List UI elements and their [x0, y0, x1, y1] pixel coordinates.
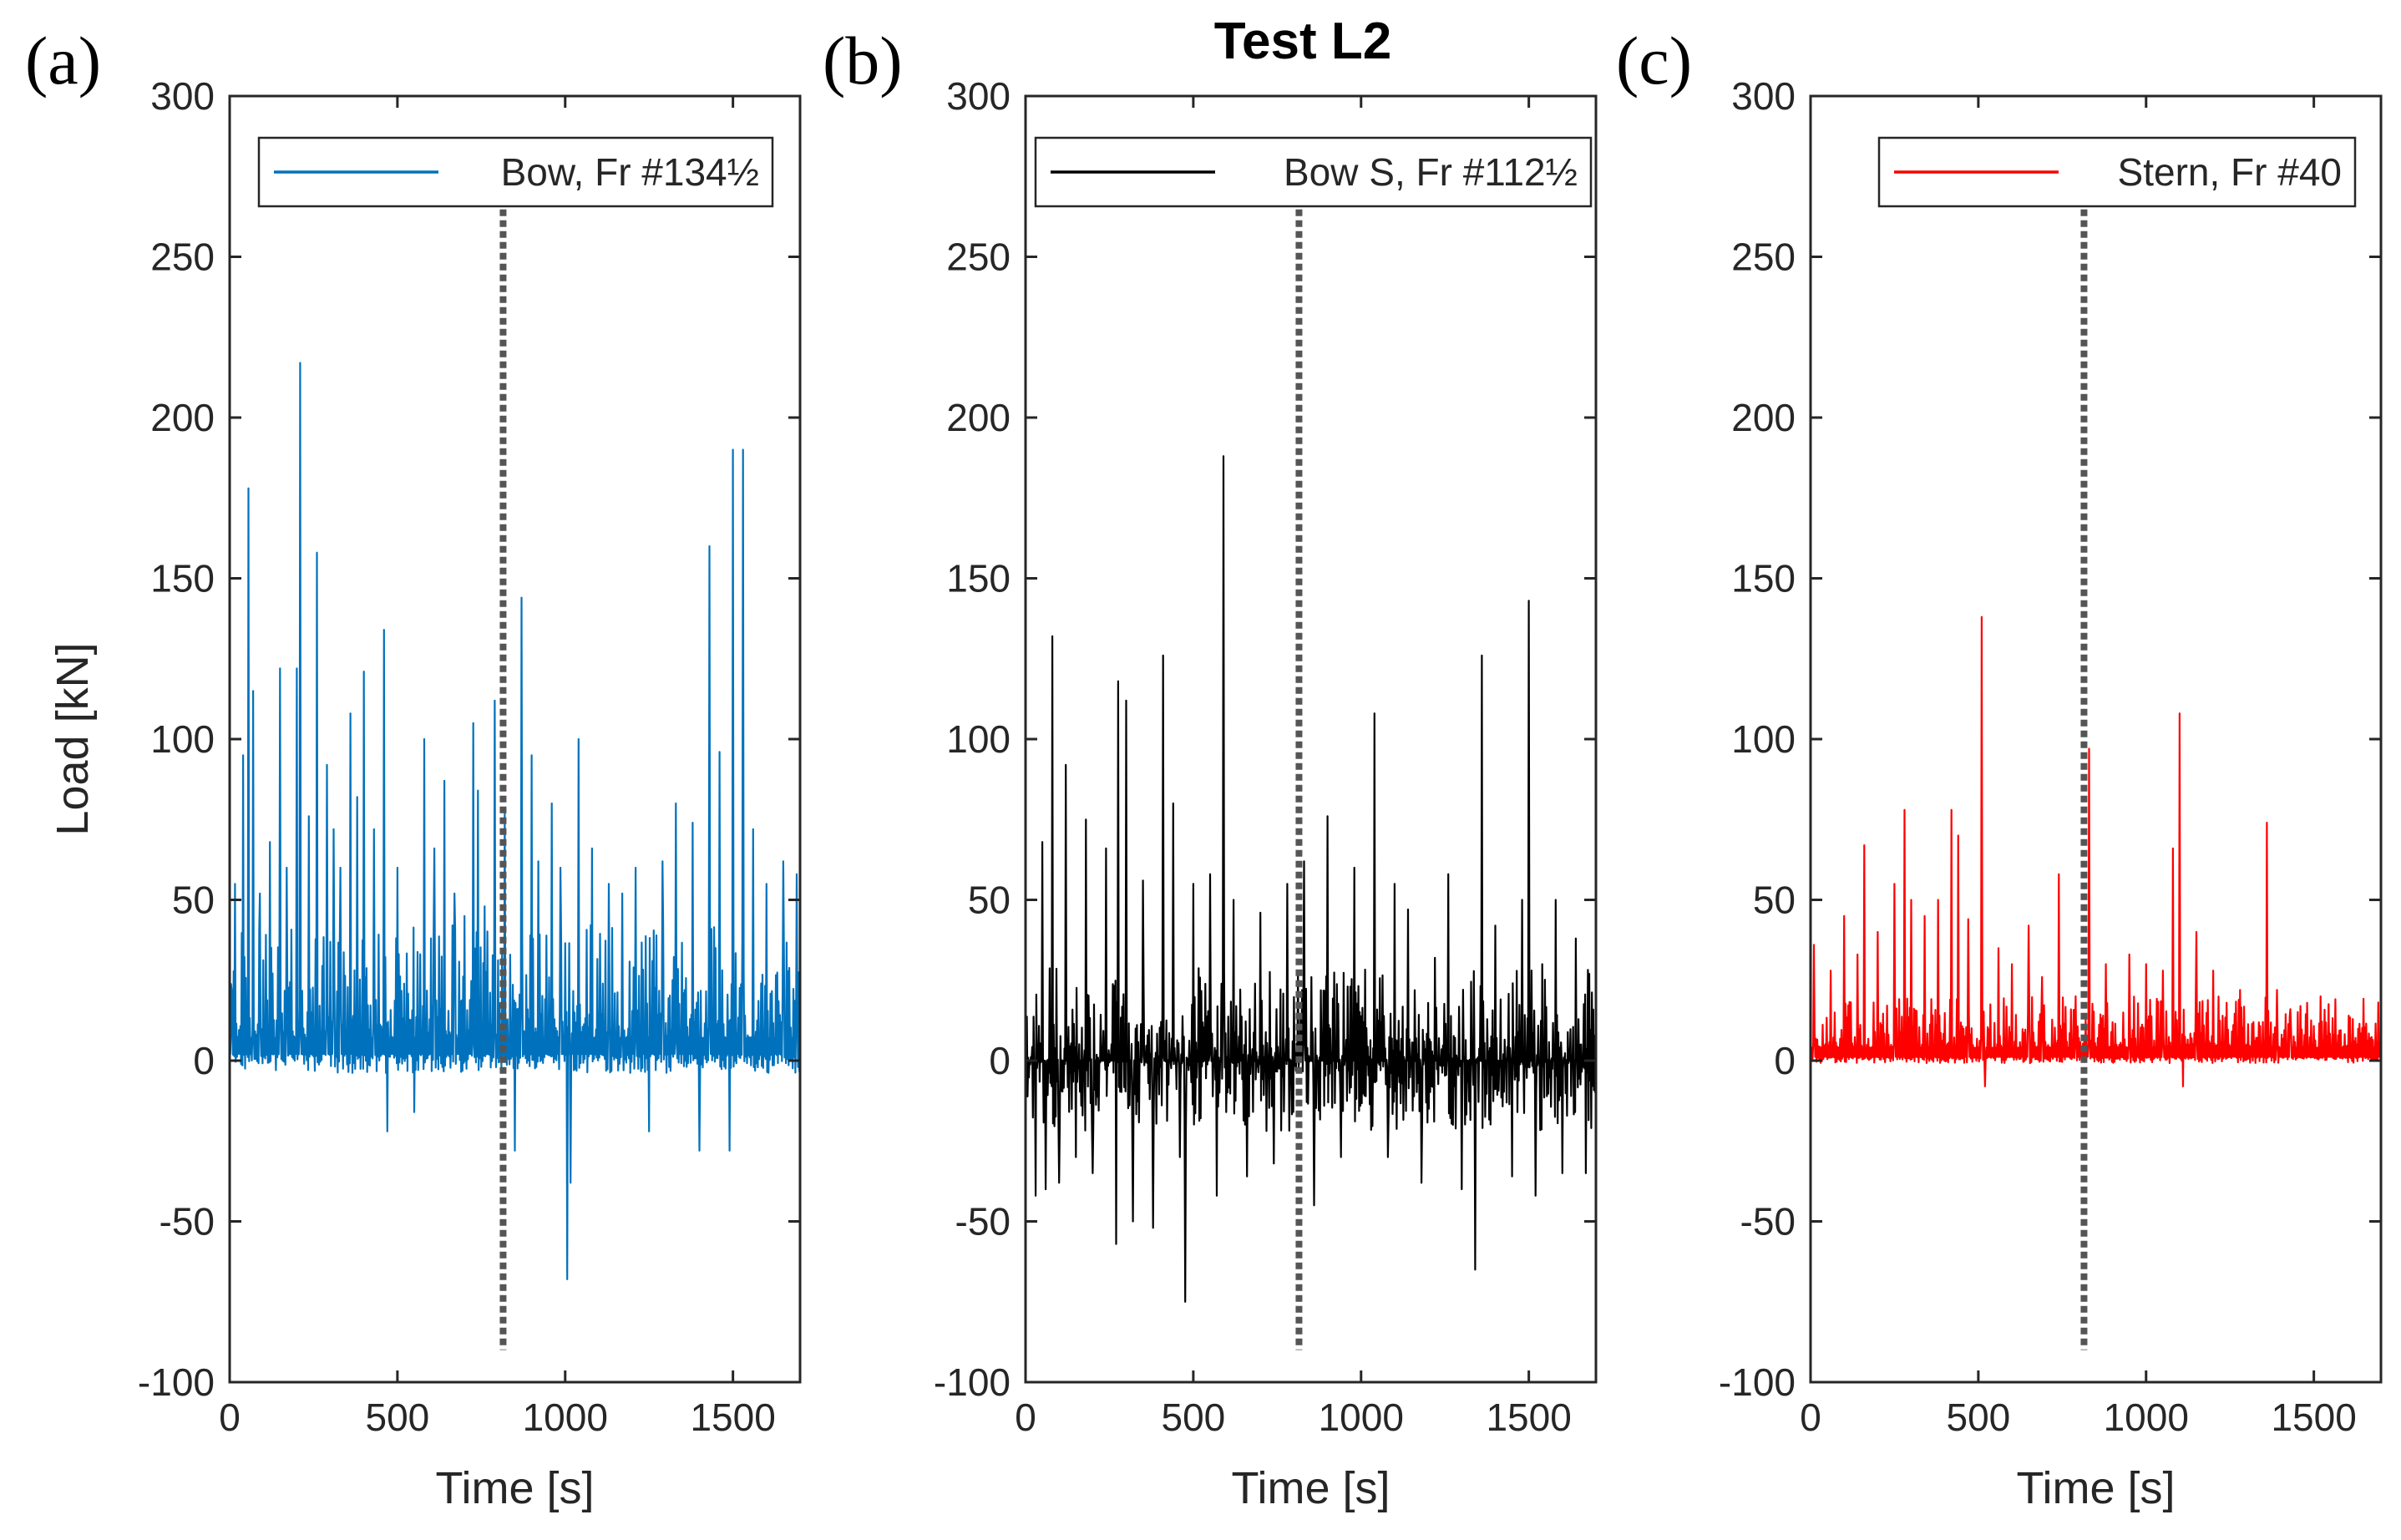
x-axis-label: Time [s] — [435, 1463, 594, 1513]
legend-label: Bow S, Fr #112½ — [1284, 150, 1578, 194]
x-tick-label: 1000 — [2104, 1396, 2189, 1439]
y-tick-label: 300 — [946, 74, 1011, 118]
y-tick-label: 100 — [150, 717, 215, 761]
legend-label: Stern, Fr #40 — [2118, 150, 2342, 194]
x-axis-label: Time [s] — [2016, 1463, 2175, 1513]
y-axis-label: Load [kN] — [48, 642, 98, 835]
series-line-3 — [1809, 615, 2383, 1087]
y-tick-label: 0 — [1774, 1039, 1796, 1082]
x-axis-label: Time [s] — [1231, 1463, 1390, 1513]
x-tick-label: 500 — [1947, 1396, 2011, 1439]
y-tick-label: -100 — [138, 1360, 215, 1404]
y-tick-label: 100 — [946, 717, 1011, 761]
y-tick-label: -100 — [934, 1360, 1011, 1404]
y-tick-label: 200 — [946, 396, 1011, 439]
figure-title: Test L2 — [1214, 13, 1391, 70]
chart-panel-2: -100 -50 0 50 100 150 200 250 300 0 500 1000 1500 Tim… — [823, 23, 1598, 1513]
legend-label: Bow, Fr #134½ — [501, 150, 759, 194]
panel-letter: (b) — [823, 23, 903, 99]
chart-panel-1: -100 -50 0 50 100 150 200 250 300 0 500 1000 1500 Tim… — [25, 23, 802, 1513]
x-tick-label: 1000 — [1319, 1396, 1404, 1439]
legend: Bow, Fr #134½ — [257, 136, 774, 208]
x-tick-label: 1500 — [690, 1396, 775, 1439]
legend: Stern, Fr #40 — [1877, 136, 2357, 208]
legend: Bow S, Fr #112½ — [1034, 136, 1593, 208]
y-tick-label: 300 — [150, 74, 215, 118]
y-tick-label: 0 — [989, 1039, 1011, 1082]
y-tick-label: 250 — [150, 236, 215, 279]
x-tick-label: 500 — [1162, 1396, 1226, 1439]
x-tick-label: 0 — [219, 1396, 241, 1439]
x-tick-label: 1500 — [2271, 1396, 2356, 1439]
panel-letter: (c) — [1616, 23, 1692, 99]
y-tick-label: 250 — [946, 236, 1011, 279]
chart-panel-3: -100 -50 0 50 100 150 200 250 300 0 500 1000 1500 Tim… — [1616, 23, 2383, 1513]
series-line-1 — [228, 362, 802, 1280]
y-tick-label: 50 — [1753, 879, 1796, 922]
x-tick-label: 0 — [1015, 1396, 1036, 1439]
y-tick-label: -100 — [1719, 1360, 1796, 1404]
y-tick-label: 200 — [150, 396, 215, 439]
y-tick-label: -50 — [1740, 1200, 1796, 1244]
y-tick-label: -50 — [160, 1200, 215, 1244]
y-tick-label: 200 — [1731, 396, 1796, 439]
y-tick-label: 150 — [946, 557, 1011, 600]
y-tick-label: 100 — [1731, 717, 1796, 761]
y-tick-label: 50 — [172, 879, 215, 922]
panel-letter: (a) — [25, 23, 101, 99]
y-tick-label: 150 — [1731, 557, 1796, 600]
y-tick-label: 50 — [968, 879, 1011, 922]
y-tick-label: -50 — [955, 1200, 1011, 1244]
x-tick-label: 500 — [366, 1396, 430, 1439]
y-tick-label: 150 — [150, 557, 215, 600]
x-tick-label: 0 — [1800, 1396, 1821, 1439]
y-tick-label: 0 — [193, 1039, 215, 1082]
series-line-2 — [1024, 455, 1598, 1303]
y-tick-label: 250 — [1731, 236, 1796, 279]
x-tick-label: 1500 — [1486, 1396, 1571, 1439]
y-tick-label: 300 — [1731, 74, 1796, 118]
x-tick-label: 1000 — [523, 1396, 608, 1439]
